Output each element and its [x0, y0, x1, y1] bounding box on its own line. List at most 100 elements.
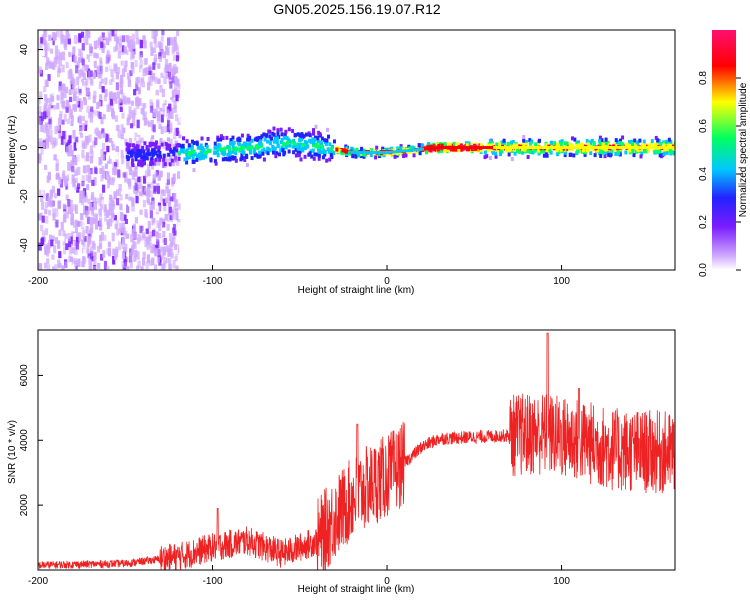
spectrogram-cell [468, 146, 471, 150]
spectrogram-cell [112, 255, 116, 265]
spectrogram-cell [106, 134, 110, 142]
spectrogram-cell [177, 83, 181, 90]
spectrogram-cell [320, 136, 324, 141]
spectrogram-cell [137, 260, 141, 268]
spectrogram-cell [135, 82, 139, 91]
spectrogram-cell [43, 262, 48, 269]
spectrogram-cell [273, 31, 276, 36]
spectrogram-cell [115, 220, 119, 227]
spectrogram-cell [50, 137, 54, 145]
spectrogram-cell [150, 156, 154, 161]
spectrogram-cell [560, 146, 563, 150]
spectrogram-cell [253, 258, 256, 263]
spectrogram-cell [546, 147, 550, 152]
spectrogram-cell [168, 206, 173, 213]
spectrogram-cell [149, 78, 153, 87]
spectrogram-cell [169, 196, 173, 202]
spectrogram-cell [250, 156, 254, 161]
spectrogram-cell [109, 61, 113, 70]
spectrogram-cell [318, 144, 322, 149]
spectrogram-cell [196, 154, 200, 159]
spectrogram-cell [643, 146, 647, 150]
spectrogram-cell [146, 164, 151, 171]
spectrogram-cell [227, 227, 231, 232]
spectrogram-cell [58, 117, 62, 125]
spectrogram-cell [44, 208, 48, 215]
spectrogram-cell [176, 89, 181, 98]
spectrogram-cell [160, 65, 164, 74]
spectrogram-cell [127, 98, 131, 104]
spectrogram-cell [162, 51, 166, 59]
spectrogram-cell [52, 109, 57, 116]
spectrogram-cell [329, 147, 333, 152]
spectrogram-cell [232, 112, 236, 117]
spectrogram-cell [167, 152, 171, 157]
spectrogram-cell [162, 246, 167, 256]
spectrogram-cell [421, 144, 425, 149]
spectrogram-cell [646, 146, 649, 150]
spectrogram-cell [266, 139, 270, 144]
spectrogram-cell [147, 121, 152, 128]
spectrogram-cell [635, 140, 639, 145]
spectrogram-cell [40, 37, 44, 44]
spectrogram-cell [249, 145, 253, 150]
spectrogram-cell [225, 54, 229, 59]
spectrogram-cell [265, 169, 269, 174]
spectrogram-cell [173, 105, 177, 113]
spectrogram-cell [160, 114, 164, 123]
spectrogram-cell [282, 141, 286, 146]
spectrogram-cell [248, 150, 252, 155]
spectrogram-cell [74, 265, 78, 270]
spectrogram-cell [168, 32, 173, 40]
spectrogram-cell [198, 238, 202, 243]
spectrogram-cell [505, 146, 508, 150]
spectrogram-cell [304, 143, 308, 148]
spectrogram-cell [136, 238, 141, 245]
spectrogram-cell [621, 142, 625, 147]
spectrogram-cell [258, 65, 261, 70]
spectrogram-cell [170, 241, 174, 248]
spectrogram-cell [256, 30, 260, 35]
spectrogram-cell [209, 36, 213, 41]
spectrogram-cell [107, 31, 111, 41]
spectrogram-cell [106, 219, 110, 225]
spectrogram-cell [168, 248, 172, 257]
spectrogram-cell [631, 148, 635, 153]
spectrogram-cell [105, 55, 109, 65]
spectrogram-cell [132, 185, 137, 194]
snr-x-ticks: -200 -100 0 100 [28, 565, 570, 587]
spectrogram-cell [221, 157, 225, 162]
spectrogram-cell [627, 147, 631, 152]
spectrogram-cell [181, 143, 185, 148]
spectrogram-cell [67, 162, 71, 171]
spectrogram-cell [232, 225, 236, 230]
spectrogram-cell [190, 144, 194, 149]
spectrogram-cell [367, 150, 370, 154]
spectrogram-cell [89, 202, 93, 210]
spectrogram-cell [618, 152, 622, 157]
spectrogram-cell [183, 196, 187, 201]
spectrogram-cell [614, 147, 618, 152]
y-tick-label: -20 [19, 189, 30, 204]
snr-y-label: SNR (10 * v/v) [7, 420, 18, 484]
spectrogram-cell [49, 48, 54, 54]
spectrogram-cell [127, 75, 132, 84]
spectrogram-cell [602, 150, 606, 155]
spectrogram-cell [292, 138, 296, 143]
spectrogram-cell [219, 134, 223, 139]
spectrogram-cell [593, 153, 597, 158]
spectrogram-cell [73, 233, 77, 240]
spectrogram-cell [200, 163, 203, 168]
spectrogram-cell [42, 142, 46, 149]
spectrogram-cell [78, 33, 82, 42]
spectrogram-cell [106, 37, 110, 46]
spectrogram-cell [537, 138, 541, 143]
spectrogram-cell [126, 143, 130, 148]
spectrogram-cell [143, 162, 148, 170]
spectrogram-cell [233, 155, 237, 160]
spectrogram-cell [100, 78, 104, 84]
spectrogram-cell [166, 47, 170, 56]
spectrogram-cell [618, 138, 622, 143]
spectrogram-cell [317, 156, 321, 161]
spectrogram-cell [48, 104, 52, 110]
